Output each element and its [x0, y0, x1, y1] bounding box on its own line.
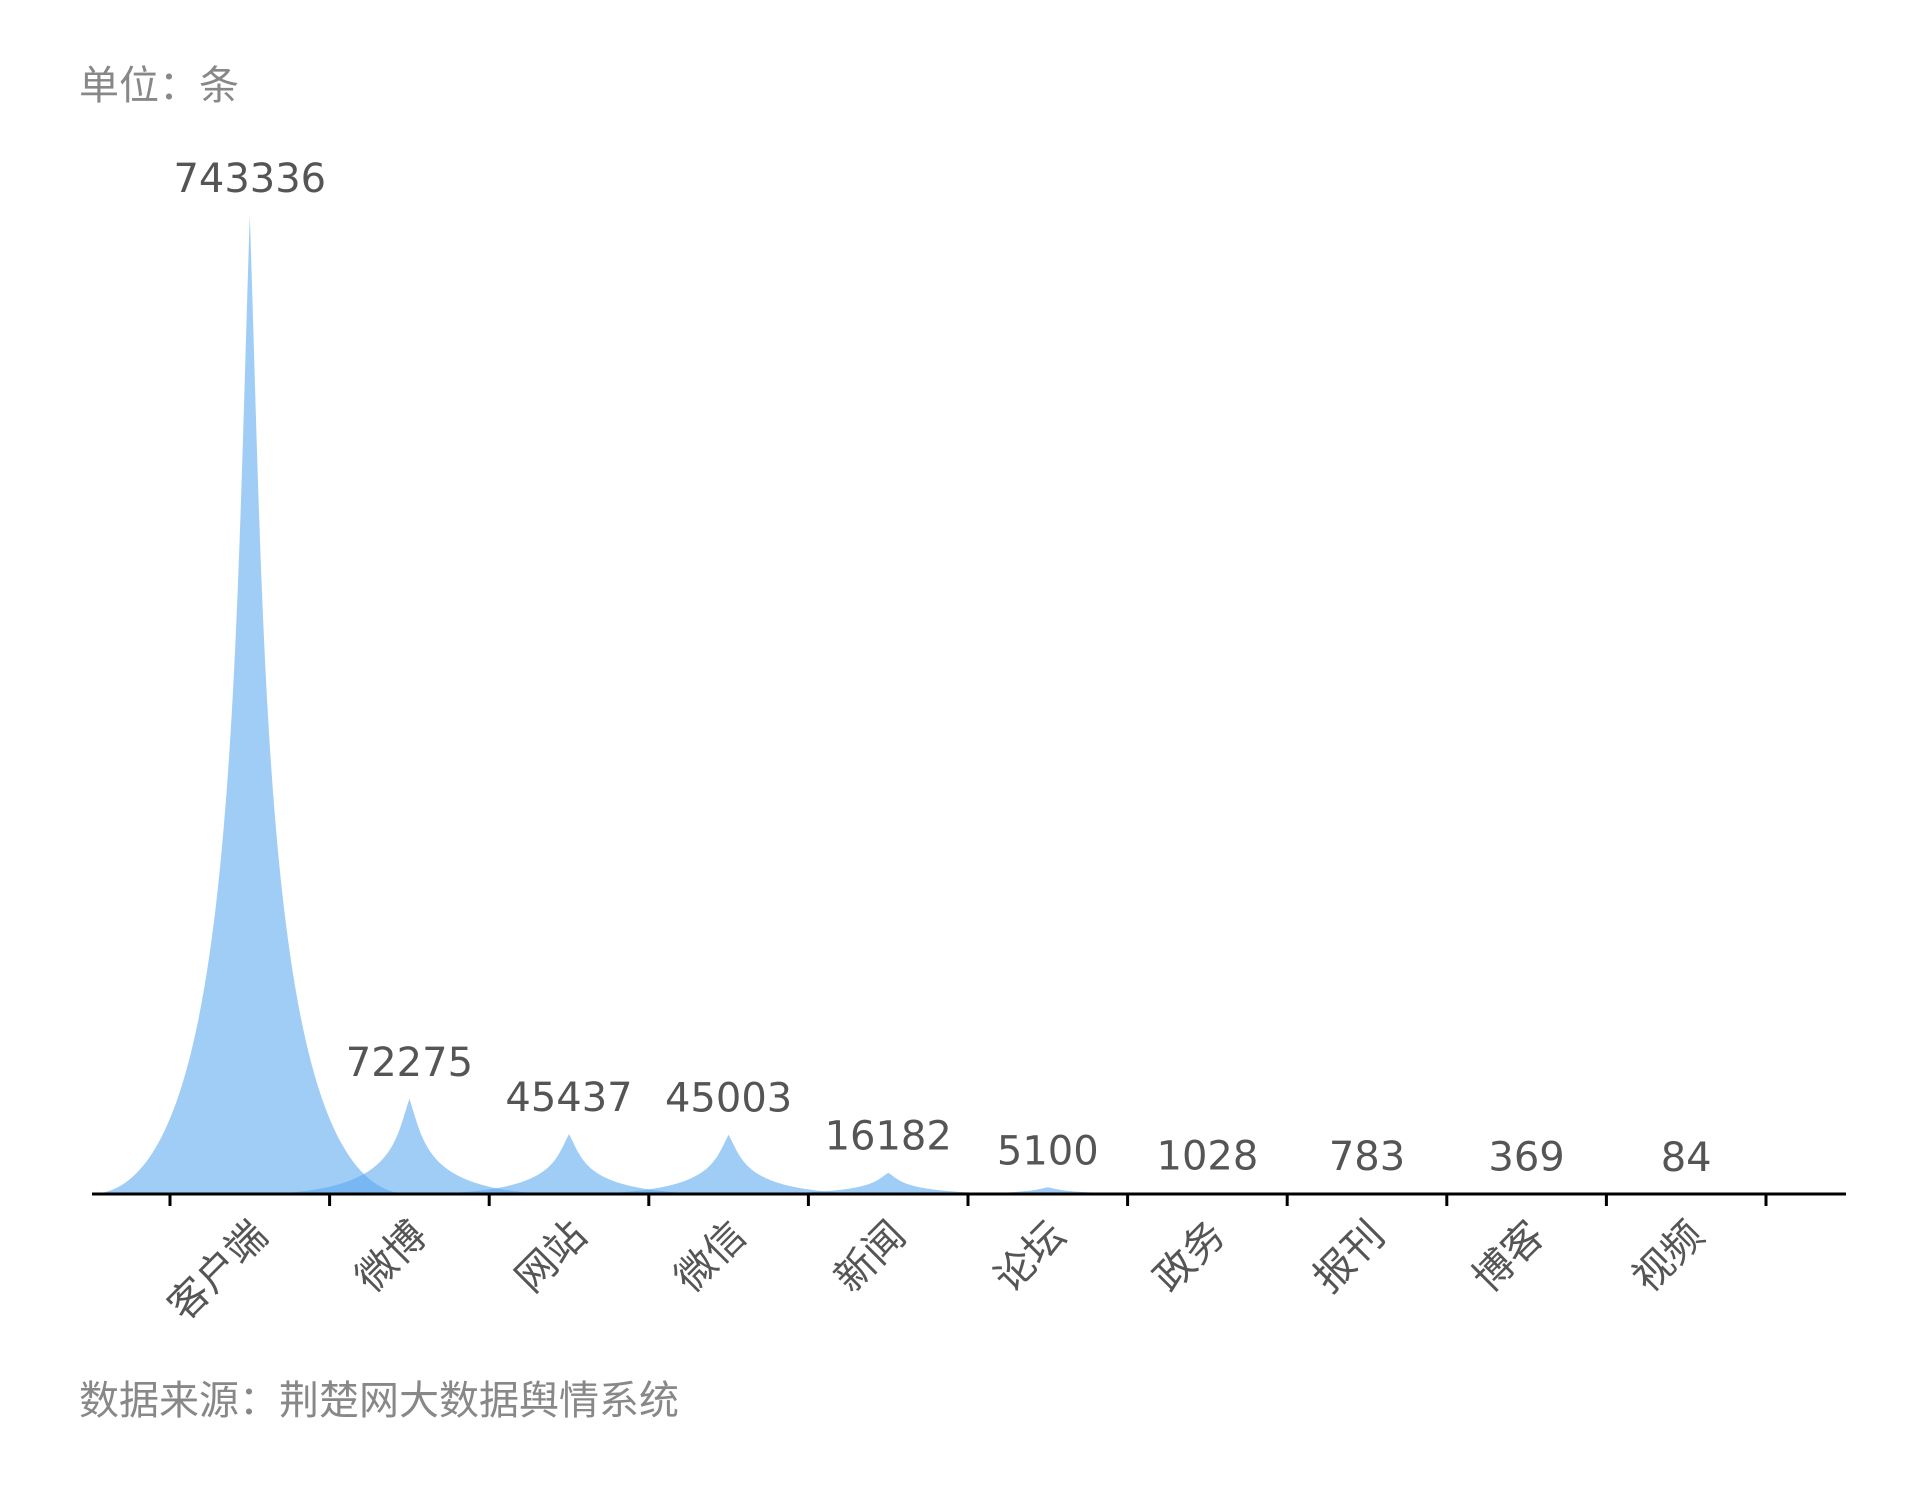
value-label: 1028: [1157, 1134, 1259, 1180]
value-label: 45437: [505, 1075, 632, 1121]
x-tick-label: 网站: [507, 1212, 596, 1301]
x-tick-label: 微信: [666, 1212, 755, 1301]
x-tick-label: 微博: [347, 1212, 436, 1301]
chart-title: 单位：条: [79, 63, 239, 109]
value-label: 5100: [997, 1128, 1099, 1174]
source-note: 数据来源：荆楚网大数据舆情系统: [79, 1378, 679, 1424]
value-label: 72275: [346, 1040, 473, 1086]
peak: [728, 1172, 1048, 1194]
peak: [888, 1187, 1208, 1194]
value-label: 783: [1329, 1134, 1405, 1180]
value-label: 369: [1488, 1135, 1564, 1181]
x-tick-label: 报刊: [1305, 1212, 1394, 1301]
value-label: 84: [1661, 1135, 1712, 1181]
x-tick-label: 政务: [1145, 1212, 1234, 1301]
value-label: 16182: [825, 1114, 952, 1160]
peak: [90, 215, 410, 1194]
peak: [409, 1134, 729, 1194]
x-tick-label: 论坛: [986, 1212, 1075, 1301]
peak: [249, 1098, 570, 1194]
x-tick-label: 视频: [1624, 1212, 1713, 1301]
x-tick-label: 新闻: [826, 1212, 915, 1301]
peak: [569, 1134, 889, 1194]
x-tick-label: 客户端: [159, 1212, 276, 1329]
value-label: 743336: [173, 156, 326, 202]
value-label: 45003: [665, 1076, 792, 1122]
x-tick-label: 博客: [1464, 1212, 1553, 1301]
